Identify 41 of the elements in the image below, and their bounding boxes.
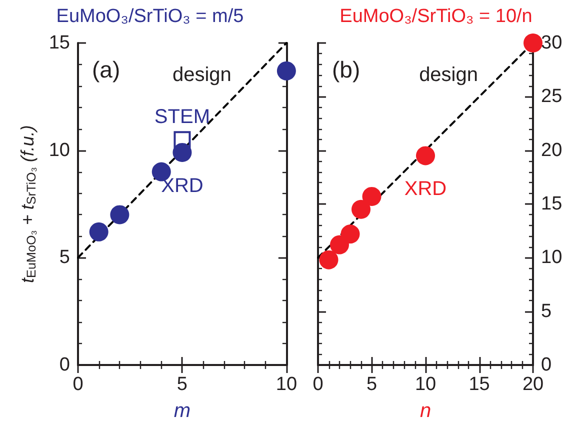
y-tick-label: 30 — [541, 32, 562, 54]
y-tick-label: 25 — [541, 86, 562, 108]
y-tick-label: 0 — [59, 354, 70, 376]
y-tick-label: 20 — [541, 140, 562, 161]
x-tick-label: 0 — [312, 374, 324, 395]
x-tick-label: 10 — [276, 374, 298, 395]
x-tick-label: 5 — [366, 374, 378, 395]
chart-title: EuMoO₃/SrTiO₃ = m/5 — [56, 6, 244, 27]
x-tick-label: 15 — [468, 374, 490, 395]
point — [319, 250, 338, 270]
point — [352, 200, 370, 219]
x-tick-label: 0 — [72, 374, 84, 395]
point — [340, 224, 360, 244]
series-label: XRD — [161, 174, 204, 197]
chart-title: EuMoO₃/SrTiO₃ = 10/n — [340, 6, 532, 27]
y-tick-label: 10 — [48, 140, 70, 161]
point — [89, 222, 108, 242]
x-tick-label: 5 — [176, 374, 188, 395]
y-tick-label: 15 — [541, 194, 562, 214]
x-tick-label: 10 — [414, 374, 436, 395]
series-label: design — [419, 64, 478, 86]
series-label: XRD — [404, 178, 447, 200]
x-axis-title: n — [420, 400, 432, 422]
annotation: (a) — [92, 56, 120, 82]
point — [330, 235, 349, 254]
y-tick-label: 15 — [48, 32, 70, 54]
y-tick-label: 5 — [59, 247, 70, 268]
point — [524, 34, 542, 52]
series-label: STEM — [154, 106, 210, 128]
point — [110, 205, 130, 224]
x-axis-title: m — [174, 400, 191, 422]
point — [362, 186, 382, 206]
series-label: design — [172, 64, 232, 86]
y-tick-label: 0 — [541, 354, 552, 376]
point — [416, 146, 435, 166]
y-tick-label: 5 — [541, 300, 552, 322]
point — [174, 131, 191, 148]
y-tick-label: 10 — [541, 247, 562, 268]
y-axis-title: tEuMoO₃ + tSrTiO₃ (f.u.) — [17, 125, 38, 283]
point — [276, 61, 296, 80]
annotation: (b) — [332, 56, 360, 82]
